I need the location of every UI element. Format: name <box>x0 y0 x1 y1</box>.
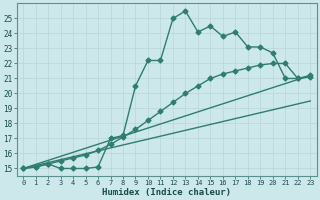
X-axis label: Humidex (Indice chaleur): Humidex (Indice chaleur) <box>102 188 231 197</box>
